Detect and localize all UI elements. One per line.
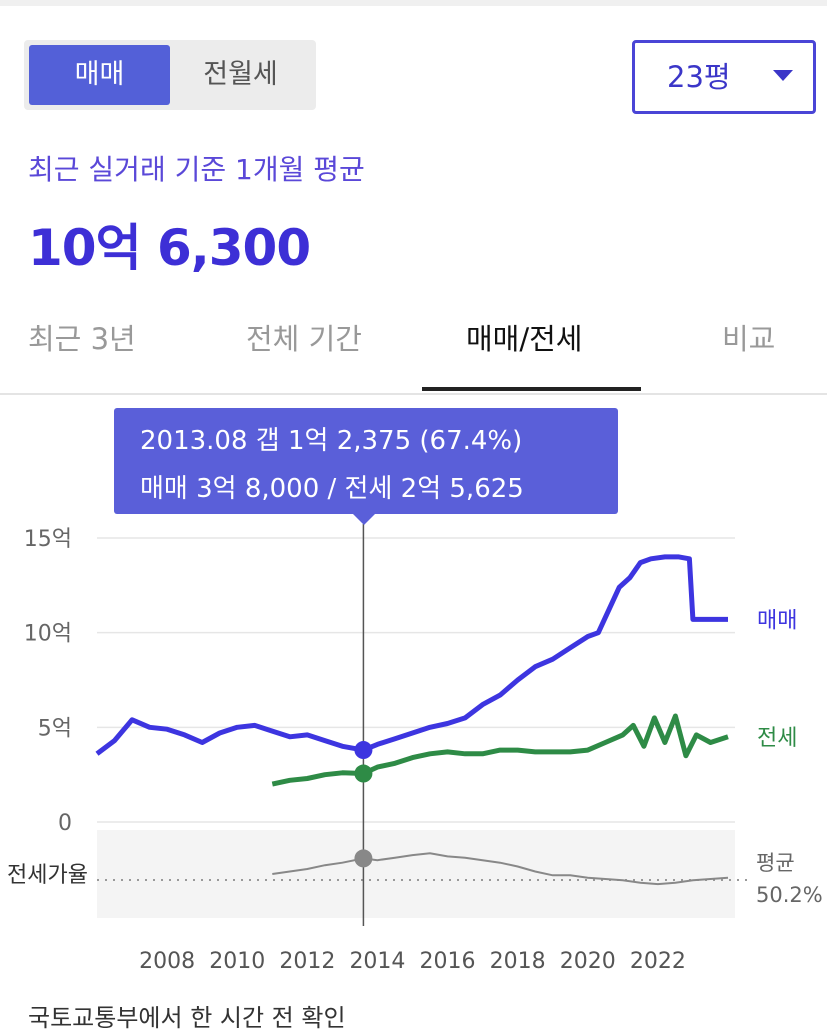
sale-series-line [95, 554, 728, 756]
ratio-panel-label: 전세가율 [7, 863, 88, 888]
tab-recent-3y[interactable]: 최근 3년 [28, 322, 136, 356]
price-chart[interactable]: 0 5억 10억 15억 2008 2010 2012 2014 2016 2018 2020 202… [0, 396, 827, 996]
x-tick-label: 2012 [279, 949, 335, 974]
y-tick-label: 15억 [24, 527, 72, 552]
x-tick-label: 2014 [349, 949, 405, 974]
chart-tooltip: 2013.08 갭 1억 2,375 (67.4%) 매매 3억 8,000 /… [114, 408, 618, 514]
x-tick-label: 2018 [490, 949, 546, 974]
ratio-average-label: 평균 [756, 851, 795, 875]
x-tick-label: 2020 [560, 949, 616, 974]
y-tick-label: 5억 [38, 716, 72, 741]
caret-down-icon [773, 70, 793, 81]
average-price: 10억 6,300 [28, 219, 311, 277]
x-tick-label: 2008 [139, 949, 195, 974]
sale-toggle-button[interactable]: 매매 [29, 45, 170, 105]
ratio-average-value: 50.2% [756, 883, 823, 907]
tooltip-price-line: 매매 3억 8,000 / 전세 2억 5,625 [140, 474, 524, 504]
size-select[interactable]: 23평 [632, 40, 816, 114]
jeonse-series-label: 전세 [757, 726, 797, 751]
y-tick-label: 0 [58, 811, 72, 836]
x-tick-label: 2010 [209, 949, 265, 974]
selected-ratio-point [354, 849, 373, 868]
selected-jeonse-point [354, 764, 373, 783]
selected-sale-point [354, 741, 373, 760]
active-tab-indicator [422, 387, 641, 391]
tab-sale-jeonse[interactable]: 매매/전세 [466, 322, 583, 356]
x-tick-label: 2022 [630, 949, 686, 974]
price-caption: 최근 실거래 기준 1개월 평균 [28, 153, 365, 186]
size-select-value: 23평 [667, 60, 731, 94]
tab-compare[interactable]: 비교 [722, 322, 776, 356]
sale-series-label: 매매 [757, 608, 797, 633]
ratio-panel-background [97, 830, 735, 918]
tab-divider [0, 393, 827, 395]
x-tick-label: 2016 [420, 949, 476, 974]
data-source-note: 국토교통부에서 한 시간 전 확인 [28, 1004, 346, 1032]
tooltip-gap-line: 2013.08 갭 1억 2,375 (67.4%) [140, 426, 523, 456]
trade-type-toggle: 매매 전월세 [24, 40, 316, 110]
tooltip-arrow [352, 513, 376, 525]
y-tick-label: 10억 [24, 622, 72, 647]
ratio-series-line [272, 852, 729, 886]
jeonse-series-line [271, 713, 729, 787]
top-strip [0, 0, 827, 6]
tab-all-period[interactable]: 전체 기간 [246, 322, 362, 356]
rent-toggle-button[interactable]: 전월세 [203, 59, 278, 90]
